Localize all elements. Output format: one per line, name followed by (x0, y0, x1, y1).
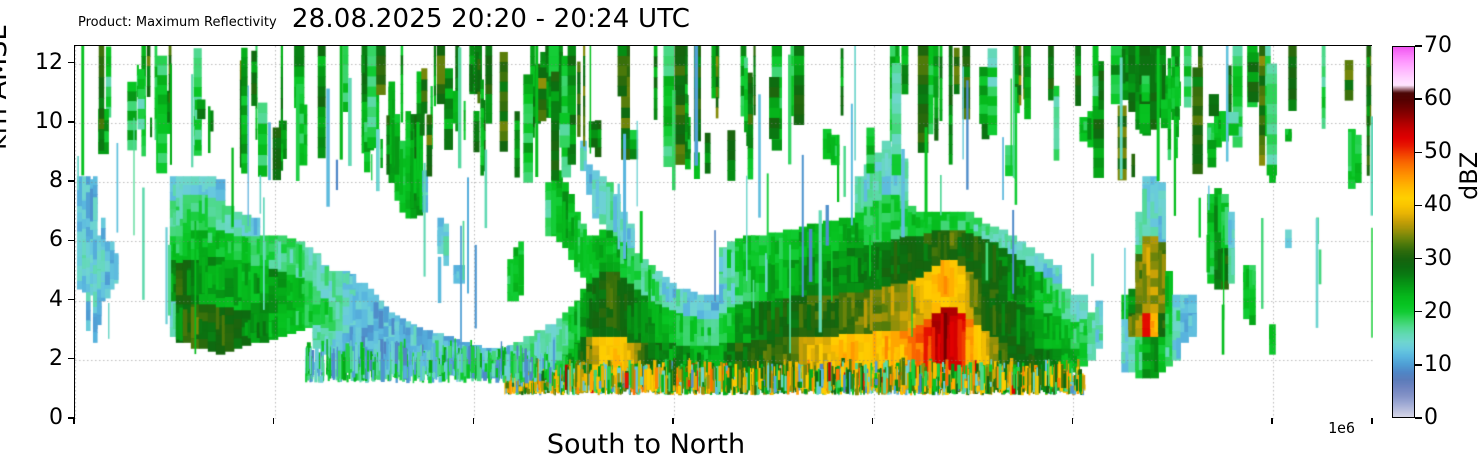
colorbar-tick-label: 0 (1424, 405, 1438, 430)
y-tick-label: 0 (49, 405, 63, 430)
y-tick-label: 6 (49, 227, 63, 253)
page-title: 28.08.2025 20:20 - 20:24 UTC (0, 4, 1482, 34)
y-tick-mark (68, 298, 74, 301)
colorbar (1392, 46, 1415, 418)
colorbar-tick-label: 40 (1424, 192, 1452, 218)
colorbar-tick-mark (1415, 364, 1422, 366)
colorbar-tick-label: 20 (1424, 298, 1452, 324)
x-tick-mark (1271, 418, 1273, 424)
y-tick-label: 8 (49, 168, 63, 194)
y-tick-label: 2 (49, 345, 63, 371)
colorbar-tick-mark (1415, 311, 1422, 313)
y-tick-mark (68, 121, 74, 123)
colorbar-gradient (1392, 46, 1415, 418)
x-tick-mark (73, 418, 75, 424)
reflectivity-heatmap-canvas (75, 46, 1373, 419)
colorbar-tick-mark (1415, 257, 1422, 260)
x-axis-label: South to North (0, 430, 1372, 460)
y-tick-label: 4 (49, 286, 63, 312)
colorbar-tick-label: 70 (1424, 33, 1452, 58)
y-tick-mark (68, 358, 74, 360)
colorbar-tick-mark (1415, 151, 1422, 153)
x-axis-offset-text: 1e6 (1328, 419, 1356, 437)
y-tick-label: 12 (35, 49, 63, 75)
colorbar-tick-mark (1415, 417, 1422, 419)
colorbar-tick-mark (1415, 98, 1422, 100)
colorbar-tick-label: 10 (1424, 351, 1452, 377)
x-tick-mark (872, 418, 874, 424)
colorbar-tick-label: 50 (1424, 139, 1452, 165)
colorbar-tick-label: 30 (1424, 245, 1452, 271)
colorbar-tick-label: 60 (1424, 86, 1452, 112)
x-tick-mark (1371, 418, 1373, 424)
x-axis-label-text: South to North (546, 429, 746, 460)
x-tick-mark (472, 418, 475, 424)
chart-title-text: 28.08.2025 20:20 - 20:24 UTC (291, 4, 691, 34)
y-tick-mark (68, 417, 74, 419)
colorbar-label: dBZ (1455, 151, 1482, 200)
y-tick-label: 10 (35, 108, 63, 134)
y-axis-label: km AMSL (0, 25, 13, 150)
colorbar-tick-mark (1415, 45, 1422, 47)
product-annotation: Product: Maximum Reflectivity (78, 15, 277, 30)
x-tick-mark (1071, 418, 1074, 424)
colorbar-tick-mark (1415, 204, 1422, 207)
x-tick-mark (272, 418, 275, 424)
y-tick-mark (68, 62, 74, 64)
y-tick-mark (68, 239, 74, 242)
y-tick-mark (68, 180, 74, 182)
plot-area (74, 45, 1373, 419)
x-tick-mark (672, 418, 674, 424)
